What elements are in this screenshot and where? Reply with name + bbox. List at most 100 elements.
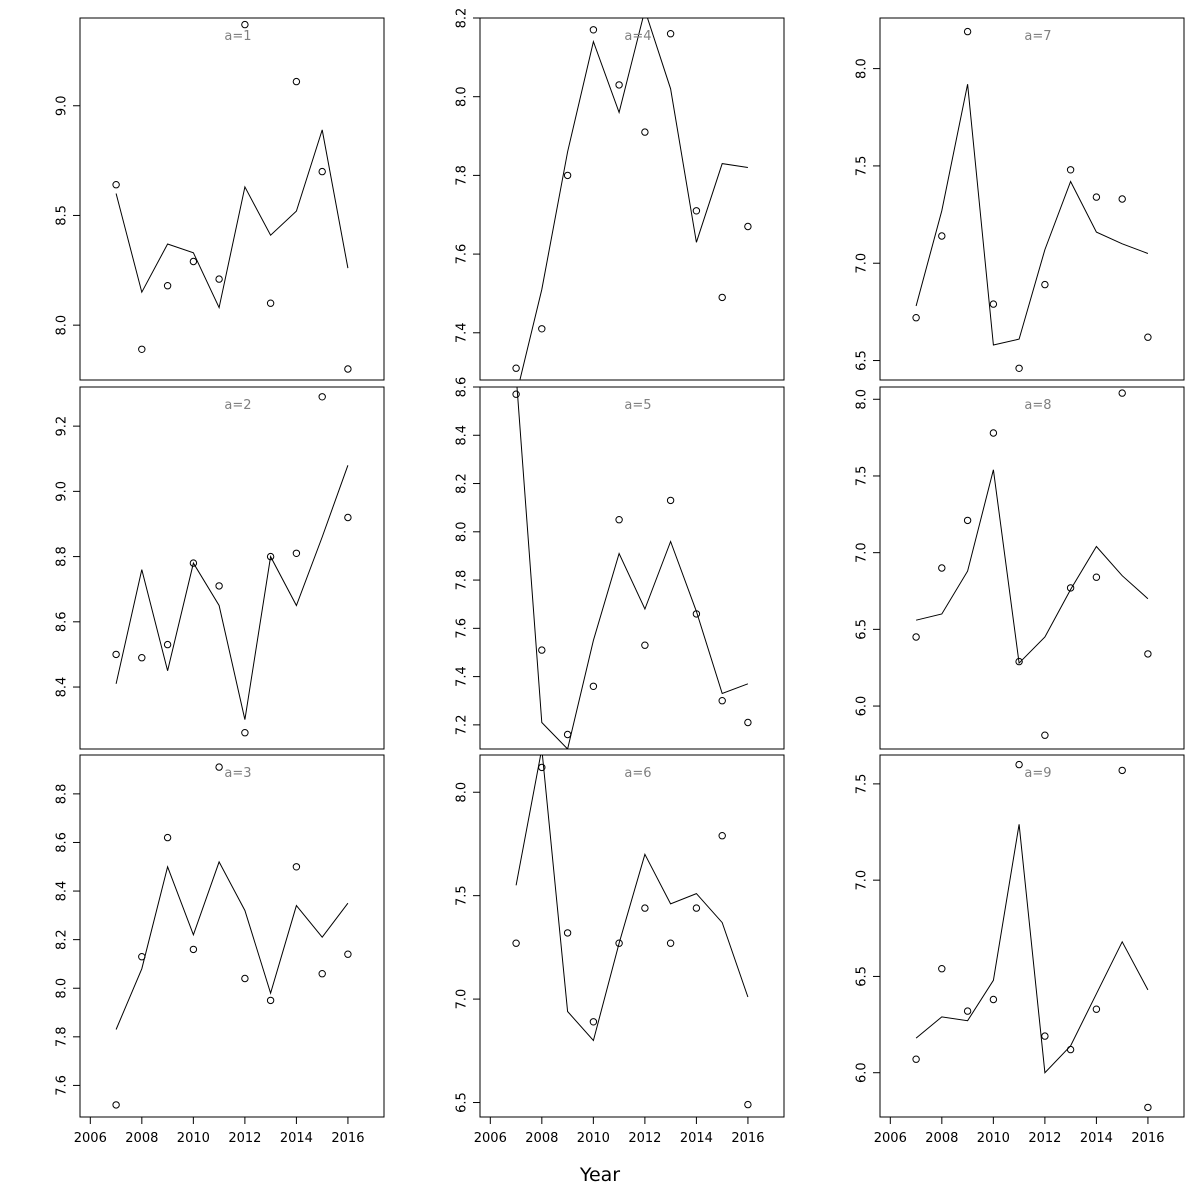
y-tick-label: 7.0 [855, 542, 870, 563]
data-point [692, 207, 701, 215]
series-line [915, 84, 1149, 346]
data-point [344, 365, 352, 373]
data-point [163, 282, 172, 290]
x-tick-label: 2008 [125, 1131, 158, 1146]
data-point [1118, 389, 1126, 397]
data-point [938, 232, 946, 240]
series-line [519, 18, 748, 380]
data-point [138, 654, 146, 662]
data-point [615, 939, 623, 947]
data-point [215, 763, 223, 771]
data-point [989, 429, 998, 437]
data-point [215, 582, 223, 590]
y-tick-label: 7.0 [455, 989, 470, 1010]
y-tick-label: 6.5 [455, 1092, 470, 1113]
y-tick-label: 8.8 [55, 784, 70, 805]
y-tick-label: 7.5 [855, 466, 870, 487]
data-point [538, 763, 546, 772]
x-tick-label: 2010 [977, 1131, 1010, 1146]
panel-1: 8.0 8.5 9.0 a=1 [55, 17, 385, 381]
y-tick-label: 8.4 [55, 881, 70, 902]
panel-5: 7.2 7.4 7.6 7.8 8.0 8.2 8.4 8.6 a=5 [455, 377, 785, 750]
y-tick-label: 6.0 [855, 696, 870, 717]
data-point [1066, 584, 1075, 592]
y-tick-label: 8.4 [55, 677, 70, 698]
panel-frame [79, 754, 385, 1118]
panel-7: 6.5 7.0 7.5 8.0 a=7 [855, 17, 1185, 381]
panel-frame [879, 17, 1185, 381]
x-tick-label: 2012 [1028, 1131, 1061, 1146]
series-line [115, 129, 349, 310]
panel-label: a=1 [224, 29, 251, 44]
data-point [989, 995, 998, 1004]
data-point [292, 77, 301, 86]
data-point [963, 1007, 972, 1015]
data-point [189, 559, 198, 567]
data-point [138, 345, 146, 353]
data-point [292, 549, 301, 557]
data-point [189, 257, 198, 266]
data-point [512, 390, 520, 398]
series-line [115, 465, 349, 720]
panel-label: a=8 [1024, 398, 1051, 413]
y-tick-label: 8.6 [55, 611, 70, 632]
series-line [115, 860, 349, 1030]
data-point [189, 945, 198, 954]
y-tick-label: 6.5 [855, 966, 870, 987]
panel-label: a=6 [624, 766, 651, 781]
data-point [344, 950, 352, 958]
x-tick-label: 2012 [228, 1131, 261, 1146]
data-point [266, 299, 275, 307]
data-point [318, 167, 326, 176]
y-tick-label: 6.5 [855, 619, 870, 640]
data-point [1041, 280, 1049, 289]
data-point [718, 697, 726, 705]
y-tick-label: 8.4 [455, 425, 470, 446]
data-point [241, 974, 249, 983]
data-point [692, 610, 701, 618]
data-point [563, 929, 572, 937]
panel-label: a=2 [224, 398, 251, 413]
data-point [112, 1101, 120, 1109]
y-tick-label: 8.6 [455, 377, 470, 398]
data-point [138, 953, 146, 961]
y-tick-label: 7.6 [455, 244, 470, 265]
x-tick-label: 2016 [1131, 1131, 1164, 1146]
y-tick-label: 8.0 [55, 315, 70, 336]
panel-frame [479, 754, 785, 1118]
panel-label: a=3 [224, 766, 251, 781]
x-tick-label: 2012 [628, 1131, 661, 1146]
data-point [938, 965, 946, 973]
panel-label: a=5 [624, 398, 651, 413]
data-point [1066, 1045, 1075, 1054]
y-tick-label: 8.0 [455, 782, 470, 803]
y-tick-label: 8.5 [55, 205, 70, 226]
panel-2: 8.4 8.6 8.8 9.0 9.2 a=2 [55, 386, 385, 750]
panel-label: a=4 [624, 29, 651, 44]
y-tick-label: 7.4 [455, 666, 470, 687]
x-tick-label: 2016 [731, 1131, 764, 1146]
data-point [615, 81, 623, 89]
y-tick-label: 8.0 [855, 58, 870, 79]
y-tick-label: 7.4 [455, 322, 470, 343]
panel-6: 6.5 7.0 7.5 8.0 2006 2008 2010 2012 2014 2016 a=6 [455, 754, 785, 1146]
data-point [266, 552, 275, 561]
x-tick-label: 2006 [874, 1131, 907, 1146]
x-tick-label: 2014 [1080, 1131, 1113, 1146]
x-tick-label: 2006 [74, 1131, 107, 1146]
data-point [641, 641, 649, 649]
data-point [318, 393, 326, 401]
chart-panels: 8.08.59.0a=18.48.68.89.09.2a=27.67.88.08… [55, 8, 1185, 1146]
data-point [589, 1018, 598, 1026]
data-point [718, 293, 726, 302]
panel-8: 6.0 6.5 7.0 7.5 8.0 a=8 [855, 386, 1185, 750]
y-tick-label: 8.0 [55, 978, 70, 999]
y-tick-label: 8.2 [455, 8, 470, 29]
x-tick-label: 2008 [925, 1131, 958, 1146]
data-point [1118, 766, 1126, 775]
y-tick-label: 7.6 [455, 618, 470, 639]
y-tick-label: 8.0 [855, 389, 870, 410]
y-tick-label: 9.0 [55, 481, 70, 502]
data-point [912, 633, 920, 641]
data-point [989, 300, 998, 308]
